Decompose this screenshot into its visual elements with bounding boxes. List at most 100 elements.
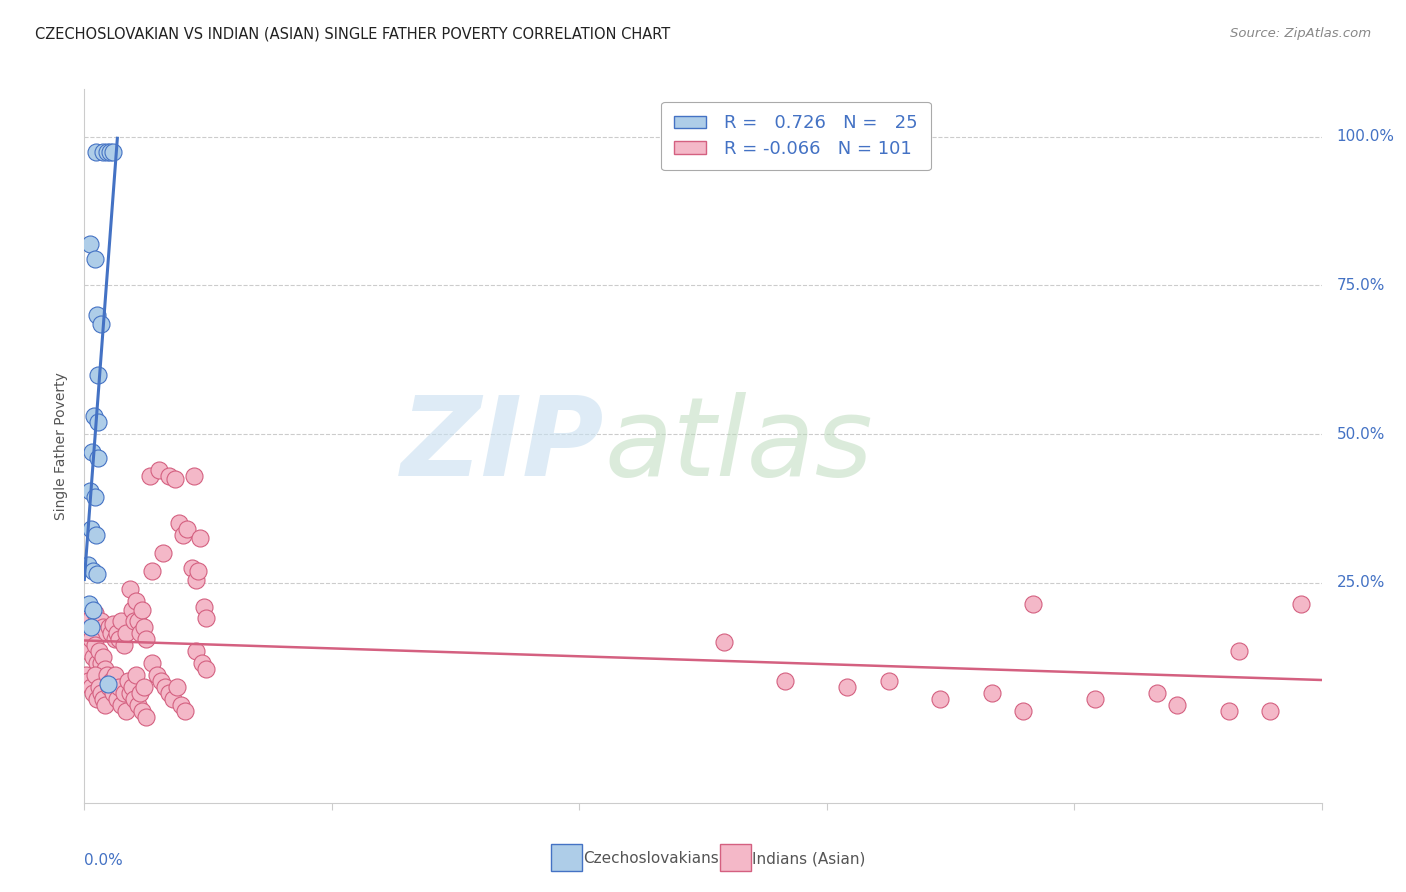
Point	[170, 698, 193, 712]
Point	[145, 668, 167, 682]
Point	[104, 668, 127, 682]
Point	[134, 680, 156, 694]
Point	[86, 566, 108, 581]
Point	[87, 368, 110, 382]
Point	[87, 644, 110, 658]
Point	[775, 673, 797, 688]
Point	[153, 680, 176, 694]
Point	[157, 468, 180, 483]
Point	[139, 468, 162, 483]
Point	[195, 611, 218, 625]
Point	[135, 709, 157, 723]
Point	[77, 558, 100, 572]
Point	[877, 673, 900, 688]
Point	[98, 680, 121, 694]
Point	[125, 593, 148, 607]
Point	[97, 677, 120, 691]
Text: Indians (Asian): Indians (Asian)	[752, 852, 866, 866]
Point	[118, 686, 141, 700]
Point	[94, 662, 117, 676]
Point	[167, 516, 190, 531]
Point	[1166, 698, 1188, 712]
Point	[180, 561, 202, 575]
Point	[166, 680, 188, 694]
Point	[1227, 644, 1250, 658]
Point	[108, 632, 131, 647]
Point	[90, 317, 112, 331]
Point	[184, 573, 207, 587]
Point	[193, 599, 215, 614]
Text: Czechoslovakians: Czechoslovakians	[583, 852, 720, 866]
Point	[176, 522, 198, 536]
Point	[1258, 704, 1281, 718]
Point	[162, 691, 184, 706]
Point	[83, 252, 105, 266]
Point	[91, 145, 114, 159]
Point	[104, 632, 127, 647]
Point	[929, 691, 952, 706]
Text: atlas: atlas	[605, 392, 873, 500]
Point	[87, 680, 110, 694]
Point	[77, 597, 100, 611]
Point	[98, 620, 121, 634]
Point	[86, 691, 108, 706]
Point	[82, 650, 104, 665]
Text: ZIP: ZIP	[401, 392, 605, 500]
Point	[84, 145, 107, 159]
Point	[83, 668, 105, 682]
Point	[131, 602, 153, 616]
Point	[87, 450, 110, 465]
Point	[122, 615, 145, 629]
Point	[122, 691, 145, 706]
Point	[131, 704, 153, 718]
Point	[91, 620, 114, 634]
Point	[1022, 597, 1045, 611]
Point	[148, 463, 170, 477]
Point	[80, 620, 103, 634]
Point	[174, 704, 197, 718]
Point	[94, 626, 117, 640]
Point	[83, 606, 105, 620]
Point	[108, 680, 131, 694]
Point	[110, 698, 132, 712]
Point	[82, 564, 104, 578]
Point	[91, 650, 114, 665]
Legend: R =   0.726   N =   25, R = -0.066   N = 101: R = 0.726 N = 25, R = -0.066 N = 101	[661, 102, 931, 170]
Point	[125, 668, 148, 682]
Point	[129, 686, 152, 700]
Point	[121, 602, 143, 616]
Point	[82, 620, 104, 634]
Point	[110, 615, 132, 629]
Point	[79, 680, 101, 694]
Text: 100.0%: 100.0%	[1337, 129, 1395, 145]
Point	[187, 564, 209, 578]
Point	[77, 602, 100, 616]
Point	[87, 415, 110, 429]
Point	[165, 472, 187, 486]
Text: 25.0%: 25.0%	[1337, 575, 1385, 591]
Text: CZECHOSLOVAKIAN VS INDIAN (ASIAN) SINGLE FATHER POVERTY CORRELATION CHART: CZECHOSLOVAKIAN VS INDIAN (ASIAN) SINGLE…	[35, 27, 671, 42]
Point	[91, 691, 114, 706]
Point	[90, 656, 112, 670]
Point	[1084, 691, 1107, 706]
Point	[713, 635, 735, 649]
Point	[82, 686, 104, 700]
Point	[114, 704, 136, 718]
Point	[75, 638, 97, 652]
Point	[86, 620, 108, 634]
Text: 0.0%: 0.0%	[84, 853, 124, 868]
Point	[141, 564, 163, 578]
Point	[117, 673, 139, 688]
Point	[135, 632, 157, 647]
Point	[77, 673, 100, 688]
Point	[86, 656, 108, 670]
Point	[980, 686, 1002, 700]
Text: 50.0%: 50.0%	[1337, 426, 1385, 442]
Point	[87, 626, 110, 640]
Point	[183, 468, 205, 483]
Point	[172, 528, 194, 542]
Point	[134, 620, 156, 634]
Point	[103, 686, 125, 700]
Point	[90, 686, 112, 700]
Point	[75, 668, 97, 682]
